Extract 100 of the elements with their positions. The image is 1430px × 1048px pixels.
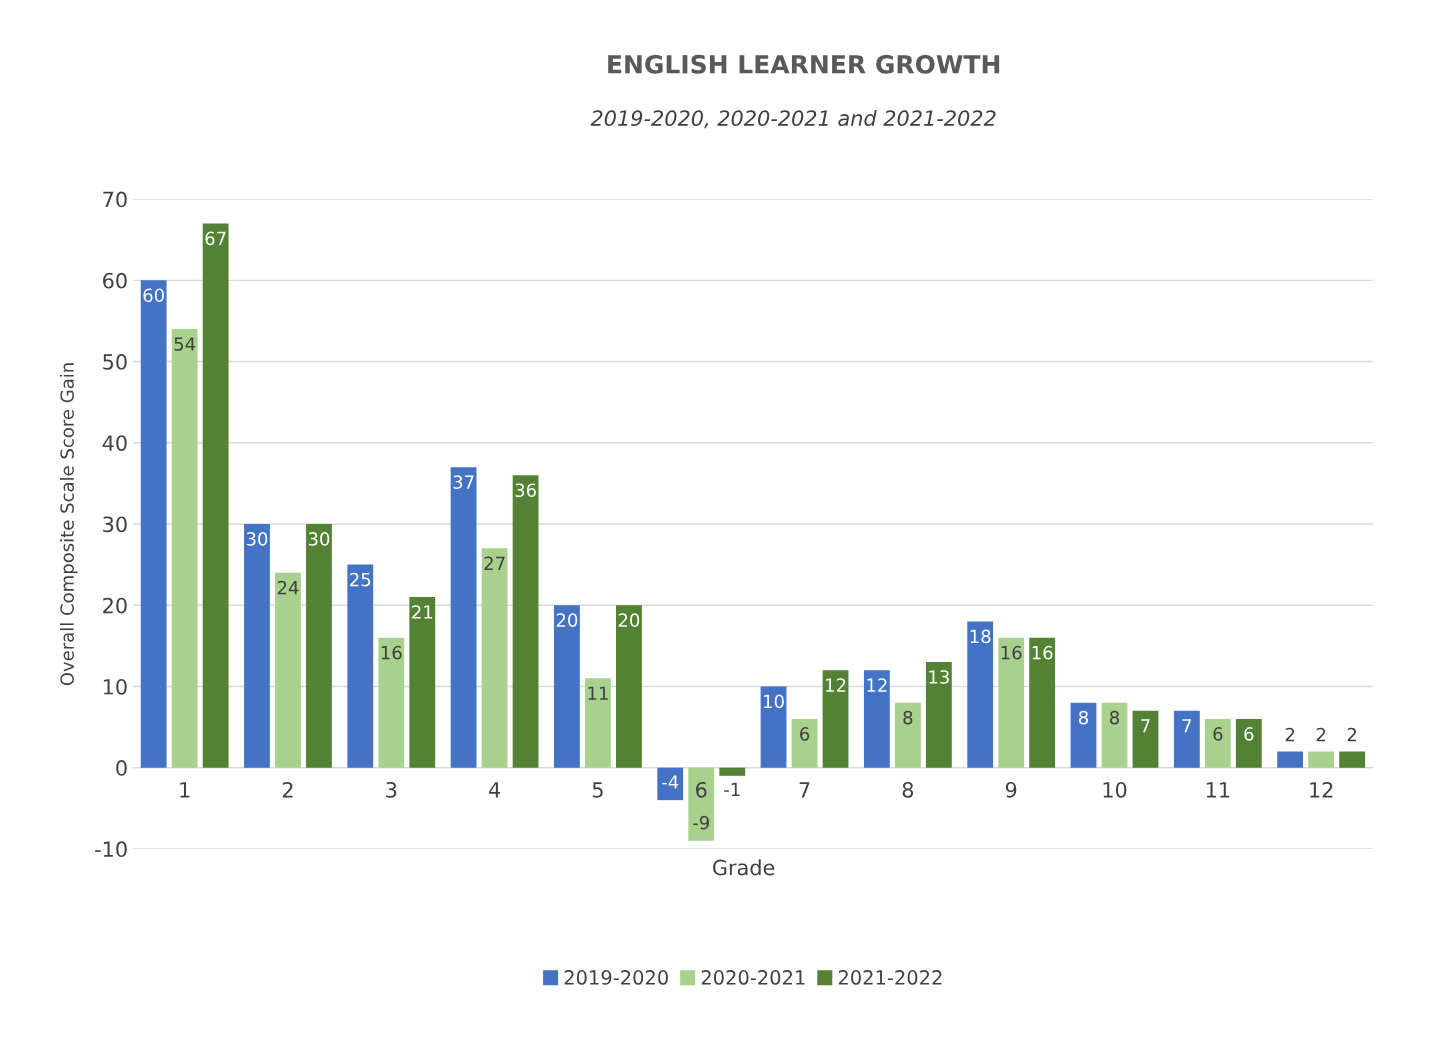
data-label: -1 [724, 782, 740, 796]
data-label: 60 [143, 288, 164, 303]
y-axis-title: Overall Composite Scale Score Gain [59, 363, 78, 686]
data-label: 24 [277, 580, 299, 595]
y-tick-label: 20 [103, 597, 127, 614]
y-tick-label: 50 [103, 354, 127, 370]
data-label: 13 [929, 670, 949, 684]
data-label: 67 [205, 231, 226, 246]
data-label: 16 [1001, 645, 1022, 660]
data-label: 18 [970, 629, 991, 644]
data-label: -9 [693, 815, 709, 830]
data-label: 2 [1316, 727, 1326, 742]
bar [894, 702, 921, 768]
y-tick-label: 60 [103, 272, 127, 289]
data-label: 36 [515, 483, 536, 498]
chart-title: ENGLISH LEARNER GROWTH [608, 54, 1000, 74]
data-label: 2 [1347, 727, 1357, 742]
bar [1308, 751, 1335, 768]
data-label: 8 [1109, 710, 1120, 725]
bar [1339, 751, 1366, 768]
bar [1070, 702, 1097, 768]
bar [306, 524, 332, 768]
y-tick-label: 30 [103, 516, 127, 533]
data-label: 11 [588, 686, 608, 700]
bar [925, 662, 952, 768]
bar [822, 670, 849, 768]
legend-label: 2021-2022 [838, 970, 942, 985]
data-label: 37 [453, 475, 474, 489]
bar [450, 467, 477, 768]
data-label: 7 [1182, 719, 1192, 733]
bar [657, 767, 684, 801]
y-tick-label: 0 [116, 760, 127, 776]
data-label: 16 [381, 645, 402, 660]
x-axis-title: Grade [713, 859, 775, 876]
data-label: 20 [618, 613, 640, 627]
chart-subtitle: 2019-2020, 2020-2021 and 2021-2022 [590, 109, 996, 129]
data-label: 16 [1032, 645, 1053, 660]
data-label: 6 [1213, 727, 1223, 741]
data-label: 21 [412, 605, 433, 619]
x-tick-label: 2 [282, 781, 293, 798]
bar [791, 718, 818, 768]
x-tick-label: 3 [386, 781, 397, 798]
data-label: 2 [1285, 727, 1295, 742]
bar [554, 605, 580, 768]
data-label: 6 [1244, 727, 1254, 741]
bar [1029, 637, 1056, 768]
data-label: 27 [484, 556, 505, 570]
legend-label: 2020-2021 [701, 970, 805, 985]
data-label: 8 [903, 710, 913, 725]
data-label: 54 [174, 337, 196, 351]
bar [275, 572, 301, 768]
y-tick-label: 40 [102, 435, 127, 451]
x-tick-label: 10 [1103, 781, 1127, 798]
bar [1235, 718, 1262, 768]
data-label: -4 [662, 775, 679, 789]
x-tick-label: 6 [696, 781, 707, 798]
bar [616, 605, 642, 768]
bar [171, 329, 198, 768]
bar [409, 597, 436, 768]
x-tick-label: 11 [1206, 782, 1230, 798]
x-tick-label: 9 [1005, 781, 1017, 798]
data-label: 20 [556, 613, 578, 627]
bar [967, 621, 994, 768]
bar [863, 670, 890, 768]
bar [1101, 702, 1128, 768]
data-label: 10 [764, 694, 784, 709]
y-tick-label: -10 [95, 841, 127, 858]
bar [1173, 710, 1200, 768]
data-label: 25 [350, 572, 371, 587]
data-label: 12 [867, 678, 887, 692]
data-label: 12 [826, 678, 846, 692]
bar [688, 767, 715, 841]
y-tick-label: 10 [103, 678, 127, 695]
data-label: 30 [308, 532, 330, 546]
x-tick-label: 7 [799, 782, 810, 798]
x-tick-label: 8 [902, 781, 914, 798]
bar [1277, 751, 1304, 768]
bar [1204, 718, 1231, 768]
bar [202, 223, 229, 768]
x-tick-label: 12 [1310, 781, 1333, 798]
bar [719, 767, 746, 776]
y-tick-label: 70 [103, 191, 127, 208]
bar [512, 475, 539, 768]
data-label: 6 [800, 727, 810, 741]
legend-label: 2019-2020 [564, 970, 668, 985]
bar [1132, 710, 1159, 768]
bar [481, 548, 508, 768]
x-tick-label: 1 [180, 782, 190, 798]
data-label: 30 [246, 532, 268, 546]
data-label: 7 [1141, 719, 1150, 733]
bar [347, 564, 374, 768]
bar [998, 637, 1025, 768]
bar [140, 280, 167, 768]
x-tick-label: 4 [488, 782, 501, 798]
x-tick-label: 5 [592, 782, 603, 798]
bar [378, 637, 405, 768]
data-label: 8 [1078, 710, 1089, 725]
bar [585, 678, 611, 768]
bar [760, 686, 787, 768]
bar [244, 524, 270, 768]
